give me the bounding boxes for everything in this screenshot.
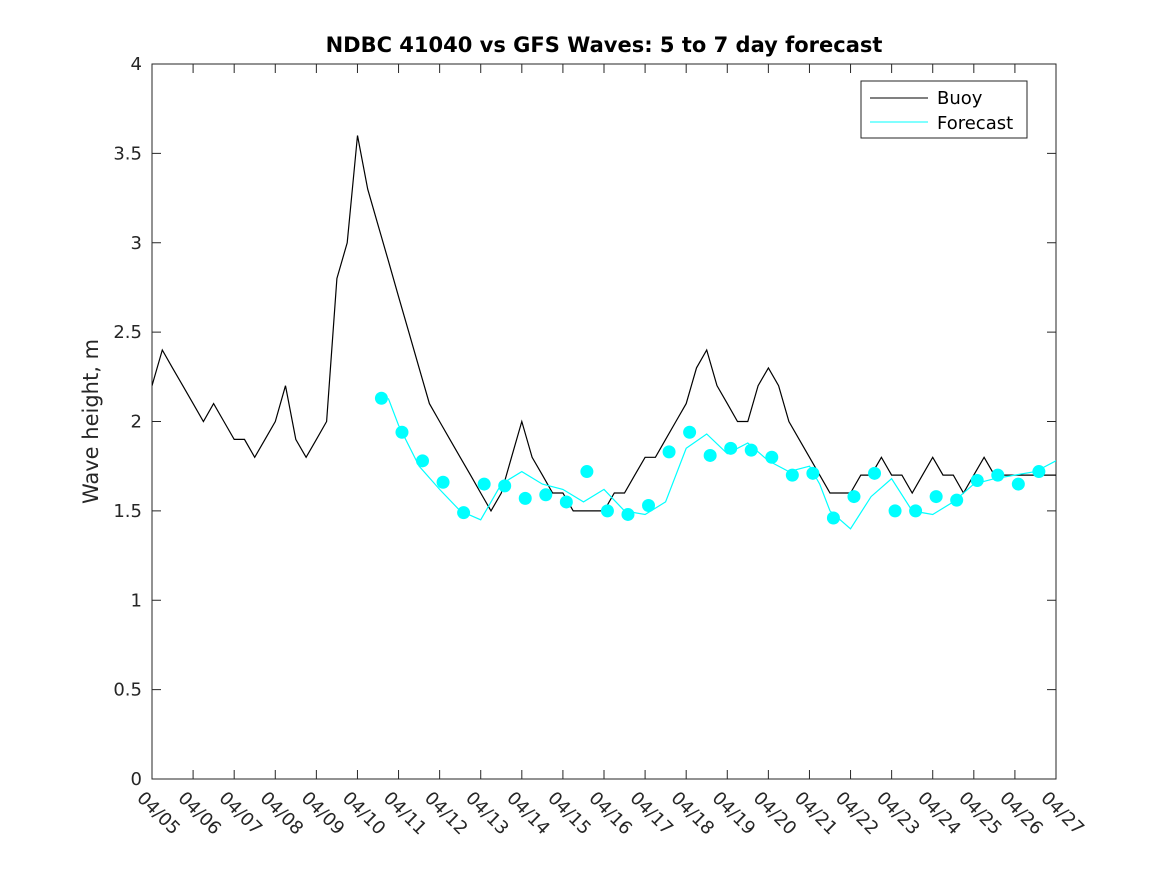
- forecast-point: [847, 490, 861, 504]
- legend-label-forecast: Forecast: [937, 113, 1013, 134]
- chart-title: NDBC 41040 vs GFS Waves: 5 to 7 day fore…: [326, 33, 883, 57]
- y-tick-label: 2.5: [113, 322, 142, 343]
- x-tick-label: 04/17: [626, 788, 678, 840]
- y-tick-label: 1: [131, 590, 142, 611]
- forecast-point: [416, 454, 430, 468]
- plot-area: 00.511.522.533.5404/0504/0604/0704/0804/…: [113, 54, 1088, 839]
- x-tick-label: 04/23: [872, 788, 924, 840]
- x-tick-label: 04/08: [256, 788, 308, 840]
- forecast-point: [457, 506, 471, 520]
- x-tick-label: 04/16: [584, 788, 636, 840]
- y-tick-label: 1.5: [113, 501, 142, 522]
- y-tick-label: 4: [131, 54, 142, 75]
- forecast-point: [888, 504, 902, 518]
- forecast-point: [765, 450, 779, 464]
- y-axis-label: Wave height, m: [79, 339, 103, 504]
- forecast-point: [600, 504, 614, 518]
- forecast-point: [621, 507, 635, 521]
- forecast-point: [1032, 465, 1046, 479]
- forecast-point: [518, 491, 532, 505]
- x-tick-label: 04/21: [790, 788, 842, 840]
- forecast-point: [395, 425, 409, 439]
- forecast-point: [744, 443, 758, 457]
- x-tick-label: 04/25: [954, 788, 1006, 840]
- forecast-point: [868, 466, 882, 480]
- x-tick-label: 04/13: [461, 788, 513, 840]
- x-tick-label: 04/06: [174, 788, 226, 840]
- forecast-point: [1011, 477, 1025, 491]
- x-tick-label: 04/20: [749, 788, 801, 840]
- forecast-point: [826, 511, 840, 525]
- legend: Buoy Forecast: [860, 80, 1028, 139]
- forecast-point: [970, 473, 984, 487]
- forecast-point: [580, 465, 594, 479]
- y-tick-label: 3.5: [113, 143, 142, 164]
- forecast-point: [539, 488, 553, 502]
- x-tick-label: 04/24: [913, 788, 965, 840]
- legend-box: [860, 80, 1028, 139]
- forecast-point: [703, 448, 717, 462]
- x-tick-label: 04/22: [831, 788, 883, 840]
- forecast-point: [991, 468, 1005, 482]
- forecast-point: [559, 495, 573, 509]
- forecast-point: [909, 504, 923, 518]
- forecast-point: [683, 425, 697, 439]
- y-tick-label: 3: [131, 233, 142, 254]
- x-tick-label: 04/26: [995, 788, 1047, 840]
- x-tick-label: 04/12: [420, 788, 472, 840]
- forecast-point: [374, 391, 388, 405]
- x-tick-label: 04/11: [379, 788, 431, 840]
- x-tick-label: 04/19: [708, 788, 760, 840]
- forecast-point: [785, 468, 799, 482]
- x-tick-label: 04/09: [297, 788, 349, 840]
- y-tick-label: 2: [131, 412, 142, 433]
- x-tick-label: 04/15: [543, 788, 595, 840]
- plot-frame: [151, 63, 1057, 780]
- x-tick-label: 04/05: [132, 788, 184, 840]
- x-tick-label: 04/14: [502, 788, 554, 840]
- legend-label-buoy: Buoy: [937, 88, 983, 109]
- forecast-point: [950, 493, 964, 507]
- y-tick-label: 0.5: [113, 680, 142, 701]
- forecast-point: [929, 490, 943, 504]
- forecast-point: [724, 441, 738, 455]
- x-tick-label: 04/10: [338, 788, 390, 840]
- forecast-point: [642, 499, 656, 513]
- forecast-point: [806, 466, 820, 480]
- x-tick-label: 04/07: [215, 788, 267, 840]
- forecast-point: [662, 445, 676, 459]
- forecast-point: [477, 477, 491, 491]
- x-tick-label: 04/27: [1036, 788, 1088, 840]
- x-tick-label: 04/18: [667, 788, 719, 840]
- y-tick-label: 0: [131, 769, 142, 790]
- forecast-point: [436, 475, 450, 489]
- forecast-point: [498, 479, 512, 493]
